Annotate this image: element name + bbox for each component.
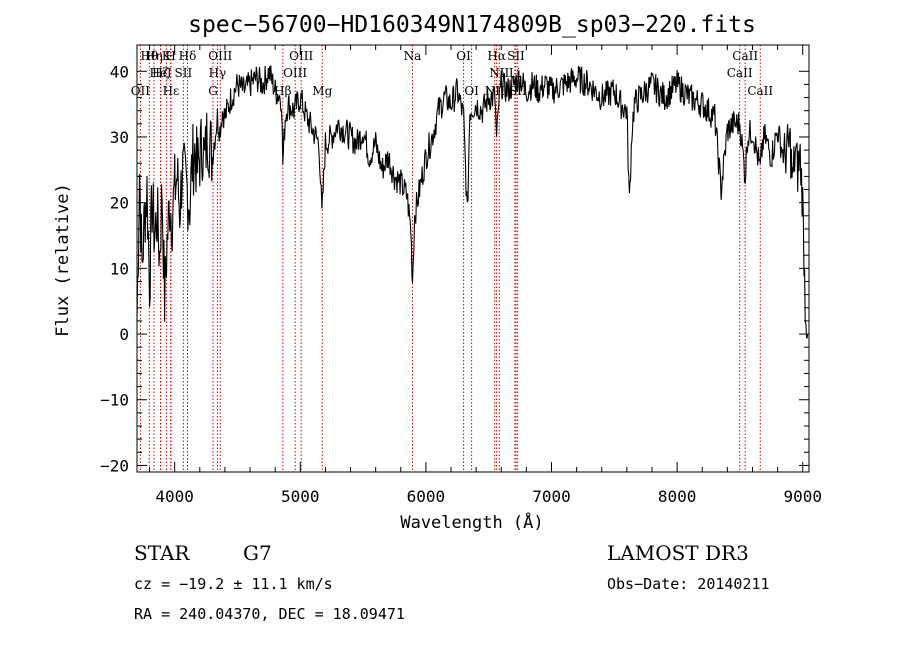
line-mark-label: OIII — [289, 49, 313, 63]
y-tick-label: 10 — [110, 259, 129, 278]
redshift-info: cz = −19.2 ± 11.1 km/s — [134, 575, 333, 593]
line-mark-label: HeI — [149, 66, 172, 80]
y-axis-label: Flux (relative) — [53, 183, 73, 337]
line-mark-label: Li — [509, 66, 521, 80]
line-mark-label: H — [165, 49, 175, 63]
object-class: STAR — [134, 541, 190, 565]
observation-date: Obs−Date: 20140211 — [607, 575, 770, 593]
x-axis-label: Wavelength (Å) — [400, 511, 543, 533]
line-mark-label: Mg — [312, 84, 332, 98]
x-tick-label: 8000 — [658, 487, 697, 506]
line-mark-label: G — [208, 84, 218, 98]
line-mark-label: OIII — [208, 49, 232, 63]
y-tick-label: 30 — [110, 128, 129, 147]
x-axis-ticks: 4000 5000 6000 7000 8000 9000 — [149, 45, 822, 506]
line-mark-label: OI — [456, 49, 471, 63]
line-mark-label: Hα — [487, 49, 506, 63]
line-mark-label: CaII — [732, 49, 758, 63]
line-mark-label: SII — [507, 49, 525, 63]
line-mark-label: Na — [404, 49, 422, 63]
x-tick-label: 5000 — [281, 487, 320, 506]
line-mark-label: CaII — [727, 66, 753, 80]
survey-name: LAMOST DR3 — [607, 541, 749, 565]
line-mark-label: CaII — [747, 84, 773, 98]
line-mark-label: OII — [131, 84, 151, 98]
line-mark-label: Hζ — [152, 66, 169, 80]
line-mark-label: OI — [464, 84, 479, 98]
emission-line-markers — [139, 45, 761, 472]
line-mark-label: Hγ — [209, 66, 227, 80]
line-mark-label: Hβ — [274, 84, 291, 98]
line-mark-label: NII — [489, 66, 509, 80]
spectral-subclass: G7 — [243, 541, 272, 565]
y-tick-label: 20 — [110, 194, 129, 213]
y-tick-label: 0 — [119, 325, 129, 344]
chart-title: spec−56700−HD160349N174809B_sp03−220.fit… — [188, 12, 756, 38]
spectrum-line — [136, 65, 809, 339]
coordinates-info: RA = 240.04370, DEC = 18.09471 — [134, 605, 405, 623]
line-mark-label: SII — [174, 66, 192, 80]
y-tick-label: 40 — [110, 62, 129, 81]
y-tick-label: −10 — [100, 391, 129, 410]
x-tick-label: 4000 — [155, 487, 194, 506]
x-tick-label: 9000 — [783, 487, 822, 506]
line-mark-label: OIII — [283, 66, 307, 80]
x-tick-label: 7000 — [532, 487, 571, 506]
y-tick-label: −20 — [100, 456, 129, 475]
line-mark-label: Hδ — [179, 49, 197, 63]
line-mark-label: Hη — [145, 49, 163, 63]
x-tick-label: 6000 — [407, 487, 446, 506]
line-mark-label: Hθ — [140, 49, 158, 63]
plot-frame — [136, 44, 810, 473]
line-mark-label: Hε — [163, 84, 180, 98]
line-mark-label: K — [162, 49, 172, 63]
y-axis-ticks: −20 −10 0 10 20 30 40 — [100, 62, 809, 475]
